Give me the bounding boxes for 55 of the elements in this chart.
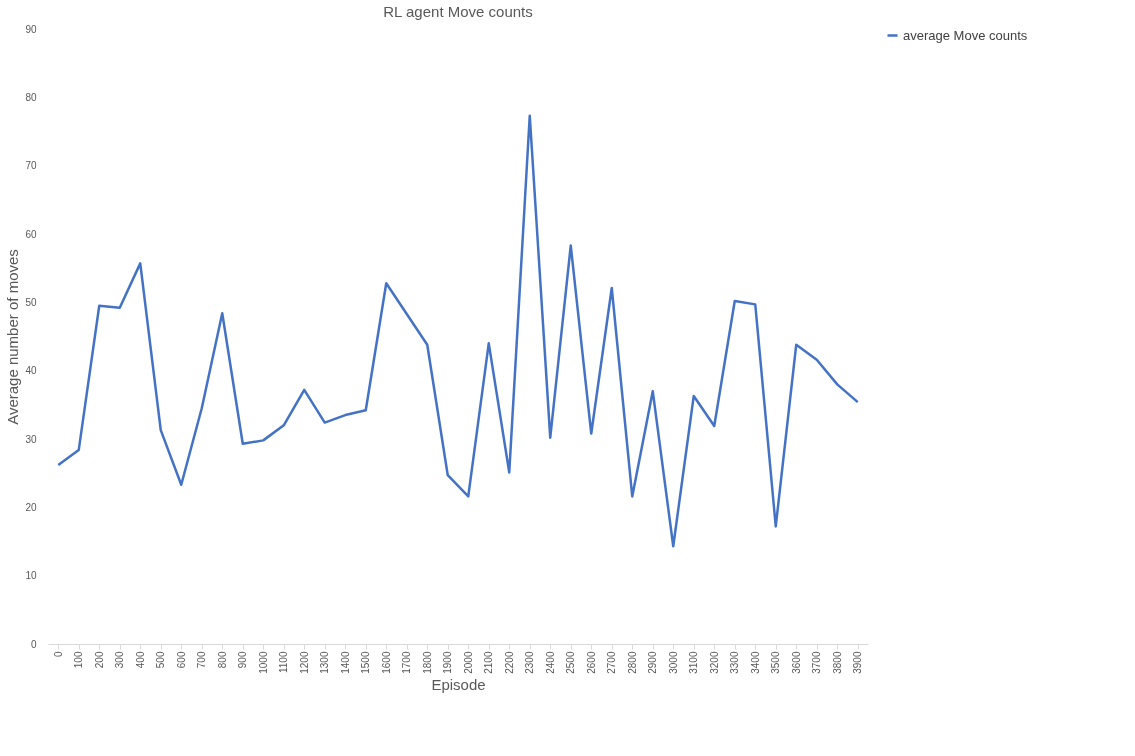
- x-tick-label: 3900: [852, 651, 864, 674]
- x-tick-label: 3600: [790, 651, 802, 674]
- x-tick-label: 2400: [544, 651, 556, 674]
- x-tick-label: 3500: [770, 651, 782, 674]
- x-tick-label: 1300: [319, 651, 331, 674]
- x-tick-label: 3000: [667, 651, 679, 674]
- x-tick-label: 2300: [524, 651, 536, 674]
- x-tick-label: 2200: [503, 651, 515, 674]
- x-tick-label: 900: [237, 651, 249, 669]
- x-tick-label: 1200: [298, 651, 310, 674]
- x-tick-label: 2500: [565, 651, 577, 674]
- x-tick-label: 1600: [380, 651, 392, 674]
- x-tick-label: 3700: [811, 651, 823, 674]
- legend-label: average Move counts: [903, 27, 1028, 43]
- y-tick-label: 70: [25, 160, 37, 172]
- chart-title: RL agent Move counts: [383, 3, 533, 20]
- x-tick-label: 600: [175, 651, 187, 669]
- x-tick-label: 1500: [360, 651, 372, 674]
- x-tick-label: 1800: [421, 651, 433, 674]
- x-tick-label: 1900: [442, 651, 454, 674]
- x-tick-label: 3100: [688, 651, 700, 674]
- x-tick-label: 2600: [585, 651, 597, 674]
- x-tick-label: 3200: [708, 651, 720, 674]
- line-series: [57, 114, 859, 548]
- x-tick-label: 1000: [257, 651, 269, 674]
- y-axis-title: Average number of moves: [4, 249, 22, 425]
- x-tick-label: 2700: [606, 651, 618, 674]
- x-tick-label: 2900: [647, 651, 659, 674]
- y-tick-label: 30: [25, 433, 37, 445]
- x-tick-label: 300: [114, 651, 126, 669]
- x-tick-label: 700: [196, 651, 208, 669]
- x-tick-label: 3300: [729, 651, 741, 674]
- x-tick-label: 2100: [483, 651, 495, 674]
- y-tick-label: 0: [30, 638, 37, 650]
- x-tick-label: 3400: [749, 651, 761, 674]
- x-tick-label: 0: [52, 651, 64, 658]
- y-tick-label: 10: [25, 570, 37, 582]
- x-tick-label: 2000: [462, 651, 474, 674]
- x-axis-title: Episode: [431, 675, 486, 693]
- y-tick-label: 50: [25, 296, 37, 308]
- x-tick-label: 1400: [339, 651, 351, 674]
- x-tick-label: 2800: [626, 651, 638, 674]
- x-tick-label: 1700: [401, 651, 413, 674]
- x-tick-label: 500: [155, 651, 167, 669]
- x-tick-label: 200: [93, 651, 105, 669]
- x-tick-label: 1100: [278, 651, 290, 674]
- y-tick-label: 80: [25, 91, 37, 103]
- x-tick-label: 100: [73, 651, 85, 669]
- x-tick-label: 3800: [831, 651, 843, 674]
- y-tick-label: 90: [25, 23, 37, 35]
- x-tick-label: 800: [216, 651, 228, 669]
- y-tick-label: 20: [25, 501, 37, 513]
- y-tick-label: 40: [25, 365, 37, 377]
- x-tick-label: 400: [134, 651, 146, 669]
- y-tick-label: 60: [25, 228, 37, 240]
